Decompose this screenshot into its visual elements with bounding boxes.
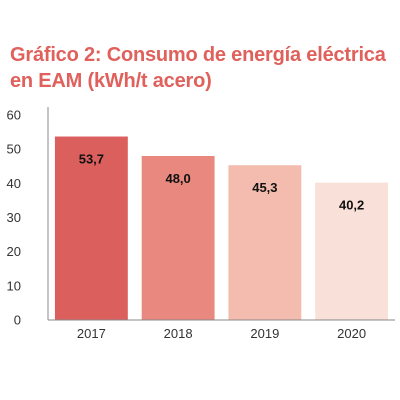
- y-tick-label: 60: [7, 108, 21, 123]
- bar-2017: [54, 136, 128, 320]
- x-tick-label: 2019: [250, 326, 279, 341]
- x-tick-label: 2020: [337, 326, 366, 341]
- y-tick-label: 40: [7, 176, 21, 191]
- x-tick-label: 2017: [77, 326, 106, 341]
- value-label: 40,2: [339, 198, 364, 213]
- value-labels: 53,7 48,0 45,3 40,2: [79, 152, 365, 213]
- chart-title: Gráfico 2: Consumo de energía eléctrica …: [10, 44, 386, 92]
- y-tick-label: 10: [7, 278, 21, 293]
- y-tick-label: 20: [7, 244, 21, 259]
- y-tick-label: 30: [7, 210, 21, 225]
- y-tick-label: 50: [7, 142, 21, 157]
- y-axis-ticks: 0 10 20 30 40 50 60: [7, 108, 21, 328]
- bars: [54, 136, 389, 320]
- value-label: 45,3: [252, 180, 277, 195]
- x-tick-label: 2018: [164, 326, 193, 341]
- bar-2020: [315, 182, 389, 320]
- bar-2019: [228, 165, 302, 320]
- value-label: 48,0: [165, 171, 190, 186]
- axes: [47, 107, 395, 321]
- y-tick-label: 0: [14, 313, 21, 328]
- x-axis-ticks: 2017 2018 2019 2020: [77, 326, 366, 341]
- bar-2018: [141, 156, 215, 320]
- value-label: 53,7: [79, 152, 104, 167]
